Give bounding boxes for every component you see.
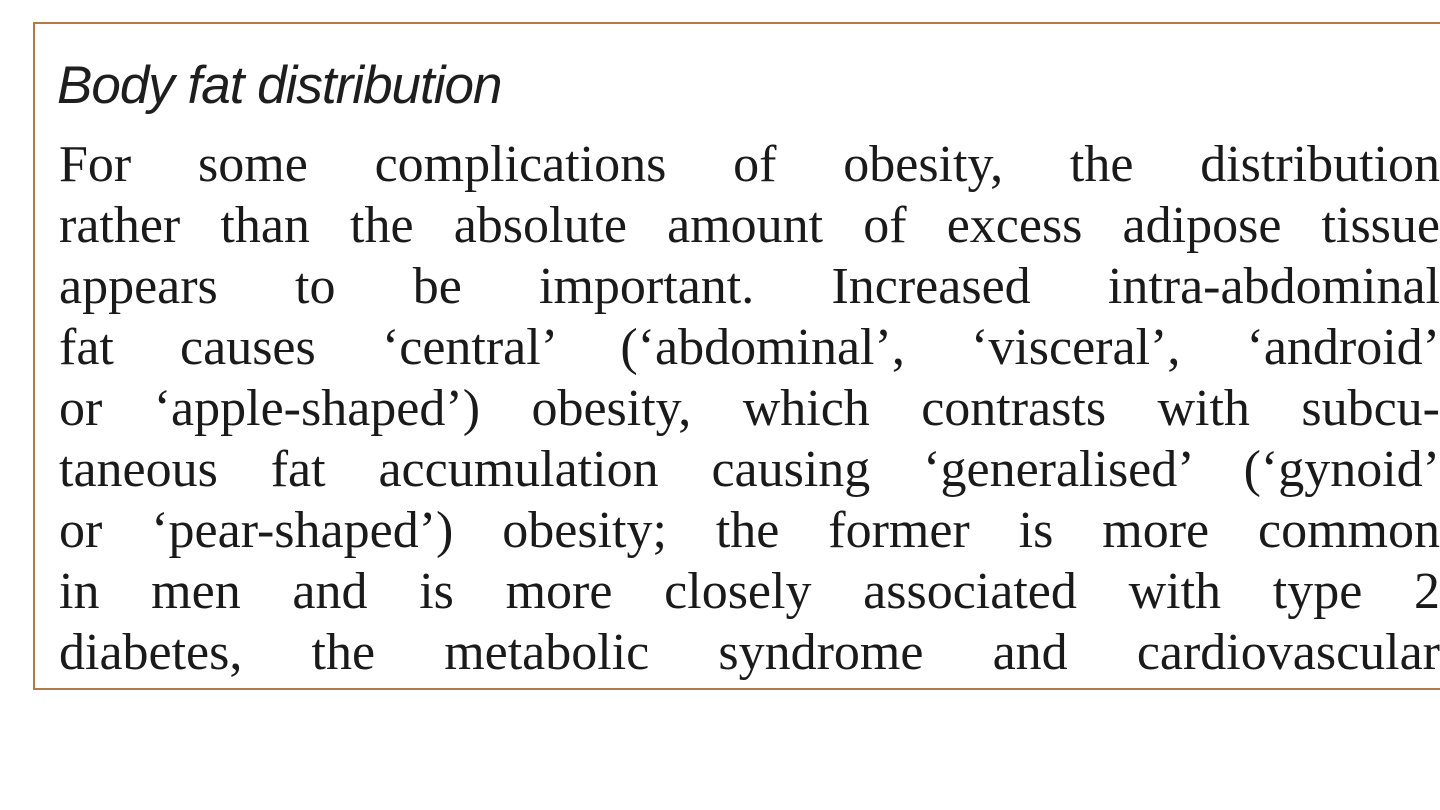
paragraph-line: in men and is more closely associated wi… (59, 563, 1440, 620)
section-heading: Body fat distribution (57, 56, 502, 115)
paragraph-line: diabetes, the metabolic syndrome and car… (59, 624, 1440, 681)
paragraph-line: appears to be important. Increased intra… (59, 258, 1440, 315)
text-box-panel: Body fat distribution For some complicat… (33, 22, 1440, 690)
paragraph-line: For some complications of obesity, the d… (59, 136, 1440, 193)
body-paragraph: For some complications of obesity, the d… (59, 134, 1440, 683)
paragraph-line: or ‘apple-shaped’) obesity, which contra… (59, 380, 1440, 437)
paragraph-line: taneous fat accumulation causing ‘genera… (59, 441, 1440, 498)
paragraph-line: rather than the absolute amount of exces… (59, 197, 1440, 254)
paragraph-line: or ‘pear-shaped’) obesity; the former is… (59, 502, 1440, 559)
paragraph-line: fat causes ‘central’ (‘abdominal’, ‘visc… (59, 319, 1440, 376)
